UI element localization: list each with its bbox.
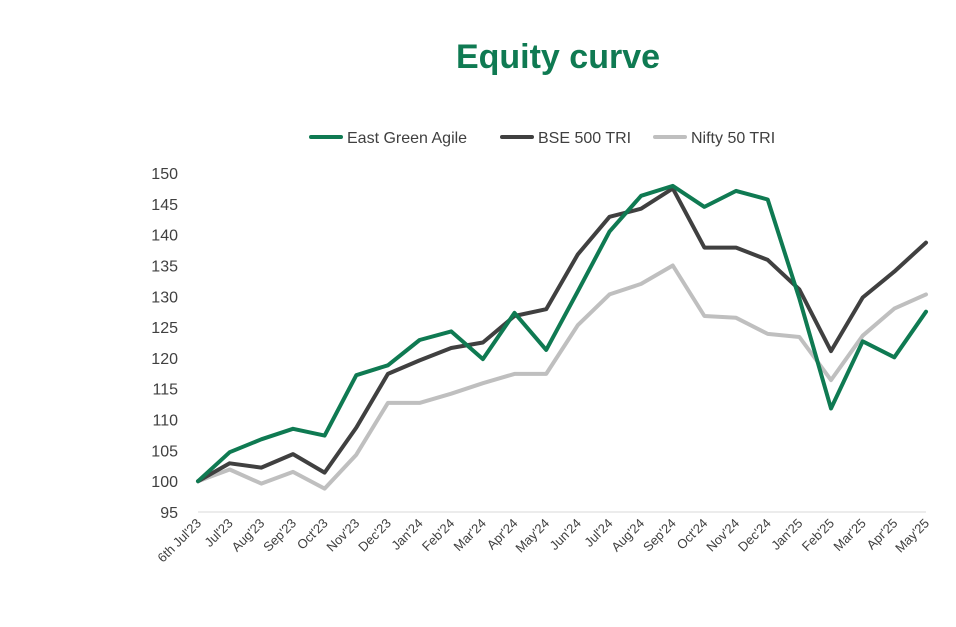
y-tick-label: 140 (151, 228, 178, 245)
x-tick-label: Jun'24 (547, 516, 584, 553)
x-tick-label: Jan'25 (768, 516, 805, 553)
y-tick-label: 120 (151, 351, 178, 368)
x-tick-label: Sep'24 (640, 516, 679, 555)
series-line-2 (196, 263, 928, 491)
y-tick-label: 145 (151, 197, 178, 214)
x-tick-label: Nov'23 (323, 516, 362, 555)
legend-label-1: BSE 500 TRI (538, 130, 631, 147)
series-line-0 (196, 183, 928, 484)
x-tick-label: Mar'25 (830, 516, 868, 554)
x-tick-label: May'24 (512, 516, 552, 556)
y-tick-label: 115 (152, 382, 178, 399)
y-tick-label: 110 (152, 413, 178, 430)
x-tick-label: Aug'24 (608, 516, 647, 555)
x-tick-label: May'25 (892, 516, 932, 556)
x-tick-label: Sep'23 (260, 516, 299, 555)
legend-label-0: East Green Agile (347, 130, 467, 147)
y-tick-label: 135 (151, 258, 178, 275)
series-lines (196, 183, 928, 491)
series-line-1 (196, 186, 928, 484)
chart-title: Equity curve (456, 38, 660, 76)
x-tick-label: 6th Jul'23 (154, 516, 204, 566)
x-tick-label: Aug'23 (228, 516, 267, 555)
y-tick-label: 100 (151, 474, 178, 491)
x-tick-label: Feb'25 (799, 516, 837, 554)
y-tick-label: 125 (151, 320, 178, 337)
y-tick-label: 95 (160, 505, 178, 522)
legend-label-2: Nifty 50 TRI (691, 130, 775, 147)
x-tick-label: Feb'24 (419, 516, 457, 554)
legend: East Green Agile BSE 500 TRI Nifty 50 TRI (309, 130, 775, 147)
y-tick-label: 130 (151, 289, 178, 306)
x-tick-label: Nov'24 (703, 516, 742, 555)
x-tick-label: Dec'24 (735, 516, 774, 555)
x-tick-label: Mar'24 (451, 516, 489, 554)
x-axis: 6th Jul'23Jul'23Aug'23Sep'23Oct'23Nov'23… (154, 511, 932, 566)
x-tick-label: Jan'24 (388, 516, 425, 553)
y-tick-label: 150 (151, 166, 178, 183)
x-tick-label: Dec'23 (355, 516, 394, 555)
y-axis: 95 100 105 110 115 120 125 130 135 140 145 150 (151, 166, 178, 522)
y-tick-label: 105 (151, 443, 178, 460)
